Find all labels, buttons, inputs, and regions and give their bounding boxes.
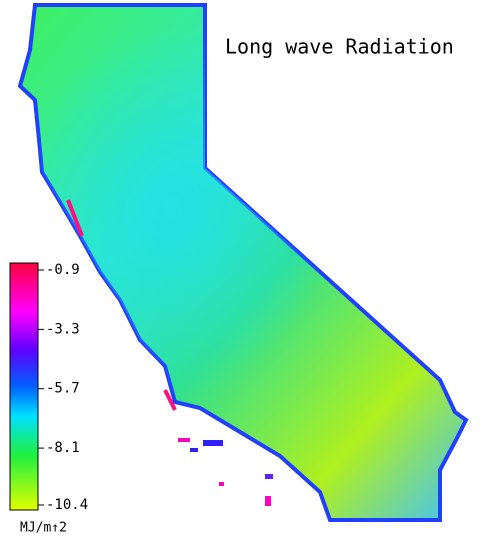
state-shading — [20, 5, 466, 520]
colorbar-unit: MJ/m↑2 — [20, 521, 67, 536]
colorbar-tick-label: -5.7 — [46, 381, 80, 397]
map-title: Long wave Radiation — [225, 35, 454, 59]
island — [203, 440, 223, 446]
colorbar-tick-label: -8.1 — [46, 440, 80, 456]
island — [190, 448, 198, 452]
california — [17, 3, 469, 522]
island — [219, 482, 224, 486]
colorbar — [9, 262, 39, 511]
island — [178, 438, 190, 442]
coast-highlight — [66, 199, 177, 411]
island — [265, 474, 273, 479]
colorbar-tick-label: -3.3 — [46, 321, 80, 337]
colorbar-tick-label: -0.9 — [46, 262, 80, 278]
colorbar-tick-label: -10.4 — [46, 497, 88, 513]
colorbar-ticks: -0.9 -3.3 -5.7 -8.1 -10.4 — [38, 262, 88, 513]
island — [265, 496, 271, 506]
